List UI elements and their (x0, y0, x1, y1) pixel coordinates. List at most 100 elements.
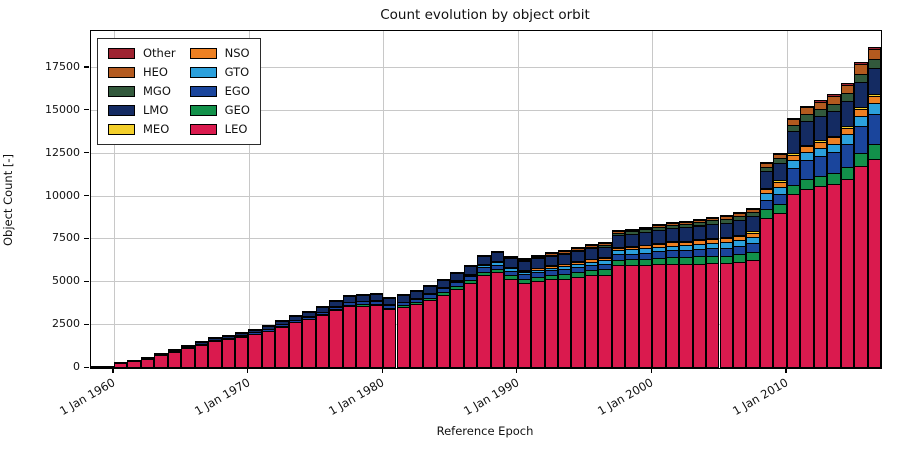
bar-2012-segment-GEO (813, 175, 828, 187)
bar-2000-segment-EGO (652, 251, 666, 259)
y-tick-label-7500: 7500 (52, 231, 80, 245)
bar-1970-segment-LEO (248, 334, 262, 368)
bar-1963-segment-HEO (154, 353, 168, 356)
bar-2011-segment-GEO (800, 179, 814, 190)
bar-2005-segment-EGO (719, 247, 733, 257)
y-tick-label-5000: 5000 (52, 274, 80, 288)
legend-item-MGO: MGO (108, 84, 176, 99)
bar-2006-segment-EGO (732, 246, 747, 256)
legend-swatch-Other (108, 48, 135, 59)
bar-2008-segment-GTO (759, 193, 774, 201)
bar-2015-segment-GEO (854, 152, 868, 167)
bar-1967-segment-LEO (208, 341, 222, 368)
legend-label-GEO: GEO (224, 103, 250, 117)
bar-1976-segment-LEO (329, 310, 343, 368)
bar-1998-segment-LMO (625, 233, 639, 247)
bar-2009-segment-GEO (773, 204, 787, 214)
y-tick-label-12500: 12500 (45, 145, 80, 159)
bar-2012-segment-MGO (813, 109, 828, 118)
bar-1992-segment-LMO (544, 255, 558, 267)
bar-2016-segment-EGO (867, 114, 881, 146)
bar-2008-segment-LMO (759, 171, 774, 189)
bar-1994-segment-LEO (571, 276, 585, 368)
bar-1971-segment-HEO (261, 324, 276, 327)
bar-1973-segment-LEO (288, 322, 303, 368)
bar-1972-segment-HEO (275, 319, 289, 322)
bar-1983-segment-LMO (423, 286, 437, 295)
bar-2013-segment-MGO (827, 103, 841, 113)
bar-1981-segment-HEO (396, 294, 410, 297)
bar-1989-segment-LEO (504, 278, 518, 368)
bar-1985-segment-HEO (450, 271, 464, 274)
bar-1981-segment-LEO (396, 307, 410, 368)
x-tick-mark-1990 (516, 368, 518, 374)
bar-2005-segment-LEO (719, 263, 733, 368)
bar-1964-segment-HEO (167, 349, 182, 352)
bar-1982-segment-HEO (409, 290, 424, 293)
bar-1990-segment-Other (517, 258, 532, 261)
bar-2011-segment-Other (800, 105, 814, 109)
y-tick-label-17500: 17500 (45, 59, 80, 73)
bar-1996-segment-LEO (598, 274, 612, 368)
bar-1966-segment-HEO (194, 341, 209, 344)
bar-1975-segment-LEO (315, 315, 330, 368)
bar-2004-segment-EGO (706, 248, 720, 257)
bar-1960-segment-LMO (113, 362, 128, 365)
bar-1994-segment-LMO (571, 251, 585, 263)
bar-1988-segment-LMO (490, 252, 505, 263)
bar-2010-segment-EGO (786, 167, 801, 186)
legend-item-LMO: LMO (108, 103, 176, 118)
bar-1993-segment-Other (558, 250, 572, 253)
bar-2010-segment-LMO (786, 131, 801, 155)
bar-2007-segment-GTO (746, 236, 760, 245)
bar-2007-segment-Other (746, 207, 760, 210)
bar-2007-segment-GEO (746, 251, 760, 261)
legend-label-LMO: LMO (143, 103, 169, 117)
bar-1962-segment-LEO (140, 358, 155, 368)
bar-1987-segment-LMO (477, 255, 491, 266)
bar-2016-segment-LEO (867, 158, 881, 368)
legend-swatch-GTO (189, 67, 217, 78)
bar-2004-segment-LEO (706, 263, 720, 368)
x-tick-mark-1960 (112, 368, 114, 374)
legend-item-GTO: GTO (189, 65, 250, 80)
legend-item-Other: Other (108, 46, 176, 61)
bar-2013-segment-GTO (827, 143, 841, 154)
bar-2015-segment-GTO (854, 115, 868, 128)
bar-2011-segment-MGO (800, 114, 814, 123)
bar-2012-segment-EGO (813, 156, 828, 177)
legend-label-HEO: HEO (143, 65, 168, 79)
bar-1988-segment-HEO (490, 250, 505, 253)
y-axis-label: Object Count [-] (1, 153, 15, 247)
bar-1958-segment-EGO (91, 366, 101, 368)
legend-label-LEO: LEO (224, 122, 248, 136)
bar-2016-segment-Other (867, 46, 881, 50)
bar-2008-segment-Other (759, 161, 774, 164)
bar-1971-segment-LEO (261, 330, 276, 368)
bar-1978-segment-LMO (356, 294, 370, 302)
bar-2001-segment-LEO (665, 263, 680, 368)
bar-1999-segment-Other (638, 226, 653, 229)
bar-2001-segment-LMO (665, 228, 680, 243)
x-tick-mark-1970 (247, 368, 249, 374)
legend-swatch-MEO (108, 124, 135, 135)
y-tick-mark-5000 (84, 280, 89, 282)
bar-2002-segment-GEO (679, 257, 693, 265)
bar-1990-segment-LMO (517, 261, 532, 272)
bar-1973-segment-HEO (288, 314, 303, 317)
bar-2006-segment-GEO (732, 254, 747, 264)
bar-2007-segment-LEO (746, 259, 760, 368)
y-tick-mark-7500 (84, 237, 89, 240)
bar-2013-segment-NSO (827, 137, 841, 145)
bar-2016-segment-NSO (867, 96, 881, 105)
legend-swatch-LEO (189, 124, 217, 135)
bar-1964-segment-LEO (167, 351, 182, 368)
bar-1988-segment-LEO (490, 272, 505, 368)
legend-label-NSO: NSO (224, 46, 250, 60)
legend-swatch-HEO (108, 67, 135, 78)
bar-1987-segment-LEO (477, 274, 491, 368)
y-tick-label-15000: 15000 (45, 102, 80, 116)
bar-1995-segment-LMO (584, 248, 599, 260)
y-tick-label-10000: 10000 (45, 188, 80, 202)
y-tick-label-0: 0 (73, 360, 80, 373)
